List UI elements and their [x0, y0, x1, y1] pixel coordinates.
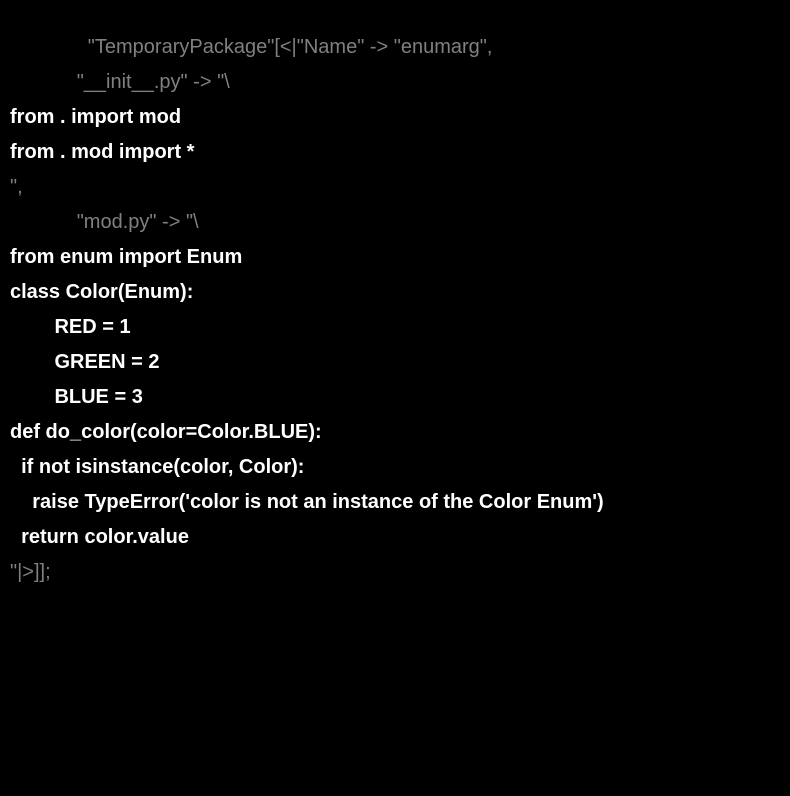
code-line-11: BLUE = 3: [10, 380, 780, 415]
arrow: ->: [188, 71, 217, 93]
code-line-5: ",: [10, 170, 780, 205]
code-line-8: class Color(Enum):: [10, 275, 780, 310]
assoc-open: <|: [280, 36, 297, 58]
code-line-14: if not isinstance(color, Color):: [10, 450, 780, 485]
arrow: ->: [364, 36, 393, 58]
code-line-9: RED = 1: [10, 310, 780, 345]
text-segment: [10, 36, 88, 58]
indent: [10, 211, 77, 233]
code-block: "TemporaryPackage"[<|"Name" -> "enumarg"…: [10, 30, 780, 590]
code-line-10: GREEN = 2: [10, 345, 780, 380]
string-literal: "TemporaryPackage": [88, 36, 275, 58]
string-literal: "__init__.py": [77, 71, 188, 93]
arrow: ->: [156, 211, 185, 233]
code-line-13: def do_color(color=Color.BLUE):: [10, 415, 780, 450]
code-line-2: "__init__.py" -> "\: [10, 65, 780, 100]
code-line-16: return color.value: [10, 520, 780, 555]
comma: ,: [487, 36, 493, 58]
code-line-1: "TemporaryPackage"[<|"Name" -> "enumarg"…: [10, 30, 780, 65]
code-line-17: "|>]];: [10, 555, 780, 590]
code-line-7: from enum import Enum: [10, 240, 780, 275]
string-literal: "Name": [297, 36, 365, 58]
code-line-3: from . import mod: [10, 100, 780, 135]
indent: [10, 71, 77, 93]
string-start: "\: [217, 71, 230, 93]
string-literal: "mod.py": [77, 211, 157, 233]
code-line-6: "mod.py" -> "\: [10, 205, 780, 240]
string-start: "\: [186, 211, 199, 233]
string-literal: "enumarg": [394, 36, 487, 58]
code-line-15: raise TypeError('color is not an instanc…: [10, 485, 780, 520]
code-line-4: from . mod import *: [10, 135, 780, 170]
